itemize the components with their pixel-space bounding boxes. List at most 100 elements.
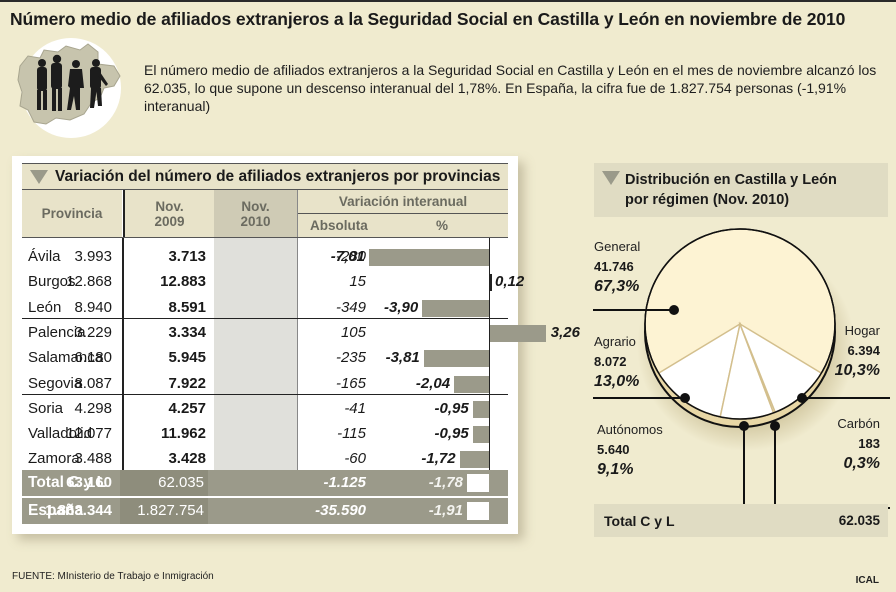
cell-nov2010: 5.945 — [168, 349, 206, 367]
pie-label-percent: 13,0% — [594, 373, 640, 390]
people-silhouettes-icon — [17, 38, 121, 138]
cell-percent: -2,04 — [415, 374, 451, 392]
group-divider — [22, 393, 508, 395]
pie-label-name: Agrario — [594, 334, 636, 349]
pie-label-percent: 0,3% — [843, 455, 880, 472]
pie-chart — [593, 228, 890, 509]
cell-provincia: Salamanca — [28, 349, 104, 367]
pct-bar — [472, 400, 489, 418]
credit: ICAL — [855, 575, 879, 586]
leader-dot-general — [669, 305, 679, 315]
cell-provincia: Burgos — [28, 273, 76, 291]
cell-percent: -7,01 — [330, 248, 365, 265]
cell-absoluta: 105 — [340, 323, 366, 341]
cell-provincia: Total C y L — [28, 474, 107, 491]
cell-absoluta: -235 — [335, 349, 366, 367]
province-table-panel: Variación del número de afiliados extran… — [12, 156, 580, 534]
pct-bar — [467, 474, 489, 492]
pct-bar — [467, 502, 489, 520]
pie-label-general: General 41.746 67,3% — [594, 238, 640, 295]
pie-title: Distribución en Castilla y León por régi… — [625, 170, 837, 210]
header-nov-2010-l1: Nov. — [241, 198, 270, 214]
pie-title-line1: Distribución en Castilla y León — [625, 172, 837, 188]
cell-nov2010: 3.713 — [168, 248, 206, 265]
cell-nov2010: 3.334 — [168, 323, 206, 341]
cell-nov2009: 6.180 — [74, 349, 112, 367]
cell-percent: -0,95 — [434, 425, 469, 443]
table-row: Segovia 8.087 7.922 -165 -2,04 — [22, 371, 508, 396]
cell-absoluta: 15 — [349, 273, 366, 291]
cell-nov2009: 63.160 — [66, 474, 112, 491]
pct-bar — [422, 299, 489, 317]
intro-paragraph: El número medio de afiliados extranjeros… — [144, 62, 877, 114]
header-provincia: Provincia — [22, 190, 122, 237]
leader-dot-agrario — [680, 393, 690, 403]
cell-nov2009: 12.868 — [66, 273, 112, 291]
pie-total-label: Total C y L — [604, 513, 675, 529]
cell-nov2010: 62.035 — [120, 470, 208, 496]
header-nov-2009-l1: Nov. — [155, 198, 184, 214]
cell-nov2010: 3.428 — [168, 450, 206, 468]
page-title: Número medio de afiliados extranjeros a … — [10, 9, 846, 29]
leader-dot-hogar — [797, 393, 807, 403]
table-row: Palencia 3.229 3.334 105 3,26 — [22, 320, 580, 345]
pie-label-autonomos: Autónomos 5.640 9,1% — [597, 421, 663, 478]
total-row: Total C y L 63.160 62.035 -1.125 -1,78 — [22, 470, 508, 496]
cell-nov2010: 1.827.754 — [120, 498, 208, 524]
cell-nov2010: 4.257 — [168, 399, 206, 417]
column-divider — [122, 238, 124, 470]
table-row: Valladolid 12.077 11.962 -115 -0,95 — [22, 421, 508, 446]
pie-total-bar: Total C y L 62.035 — [594, 504, 888, 537]
cell-absoluta: -35.590 — [315, 502, 366, 519]
cell-absoluta: -349 — [335, 298, 366, 316]
cell-nov2010: 7.922 — [168, 374, 206, 392]
header-divider — [22, 237, 508, 238]
table-title: Variación del número de afiliados extran… — [55, 167, 501, 185]
pct-bar — [472, 426, 489, 444]
table-row: León 8.940 8.591 -349 -3,90 — [22, 295, 508, 320]
top-rule — [0, 0, 896, 2]
cell-provincia: Valladolid — [28, 425, 92, 443]
table-row: Zamora 3.488 3.428 -60 -1,72 — [22, 446, 508, 471]
cell-nov2009: 12.077 — [66, 425, 112, 443]
table-row: Burgos 12.868 12.883 15 0,12 — [22, 269, 524, 294]
cell-provincia: Zamora — [28, 450, 80, 468]
cell-nov2009: 3.229 — [74, 323, 112, 341]
pct-bar — [490, 274, 492, 292]
header-nov-2010-l2: 2010 — [240, 213, 271, 229]
cell-nov2010: 11.962 — [160, 425, 206, 443]
cell-nov2009: 8.940 — [74, 298, 112, 316]
cell-absoluta: -1.125 — [323, 474, 366, 491]
cell-percent: -3,90 — [384, 298, 419, 316]
pct-bar — [423, 350, 489, 368]
header-nov-2009-l2: 2009 — [154, 213, 185, 229]
pie-title-bar: Distribución en Castilla y León por régi… — [594, 163, 888, 217]
cell-provincia: Segovia — [28, 374, 83, 392]
triangle-down-icon — [30, 169, 48, 184]
cell-nov2009: 3.993 — [74, 248, 112, 265]
cell-nov2009: 4.298 — [74, 399, 112, 417]
header-variacion-interanual: Variación interanual — [298, 190, 508, 214]
header-absoluta: Absoluta — [298, 214, 376, 237]
group-divider — [22, 317, 508, 319]
cell-percent: -1,72 — [421, 450, 456, 468]
pct-bar — [454, 375, 489, 393]
cell-nov2009: 8.087 — [74, 374, 112, 392]
pie-label-agrario: Agrario 8.072 13,0% — [594, 333, 639, 390]
cell-provincia: Ávila — [28, 248, 61, 265]
pct-bar — [459, 451, 489, 469]
pie-label-value: 183 — [858, 436, 880, 451]
cell-absoluta: -280 — [335, 248, 366, 265]
table-row: Ávila 3.993 3.713 -280 -7,01 — [22, 244, 508, 269]
pie-label-value: 8.072 — [594, 354, 627, 369]
table-row: Salamanca 6.180 5.945 -235 -3,81 — [22, 345, 508, 370]
cell-nov2009: 1.863.344 — [45, 502, 112, 519]
pie-title-line2: por régimen (Nov. 2010) — [625, 192, 790, 208]
triangle-down-icon — [602, 171, 620, 185]
cell-percent: 3,26 — [550, 323, 580, 341]
cell-percent: -1,91 — [428, 502, 463, 519]
table-row: Soria 4.298 4.257 -41 -0,95 — [22, 396, 508, 421]
cell-absoluta: -41 — [344, 399, 366, 417]
cell-provincia: Palencia — [28, 323, 86, 341]
cell-absoluta: -165 — [335, 374, 366, 392]
